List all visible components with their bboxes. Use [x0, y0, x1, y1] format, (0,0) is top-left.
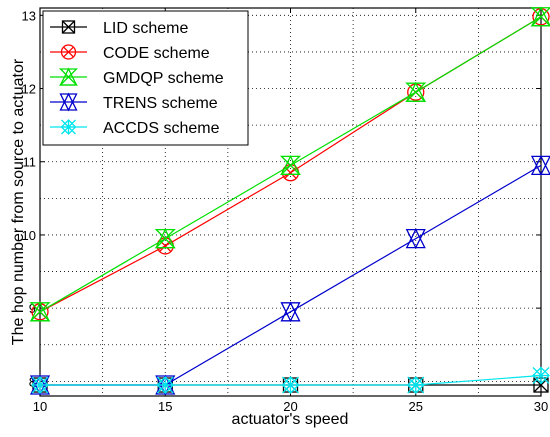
marker-bowtie — [279, 155, 302, 176]
marker-circle — [60, 44, 77, 60]
marker-triangle — [29, 301, 51, 322]
data-point-accds-scheme — [31, 376, 49, 394]
data-point-trens-scheme — [280, 301, 301, 323]
y-axis-title: The hop number from source to actuator — [10, 58, 27, 345]
legend-box — [42, 10, 249, 146]
marker-triangle — [405, 81, 426, 102]
marker-triangle — [280, 154, 301, 176]
legend-label: CODE scheme — [103, 45, 210, 62]
y-tick-label: 10 — [22, 228, 36, 243]
x-tick-label: 15 — [158, 399, 172, 414]
legend-item-accds-scheme: ACCDS scheme — [50, 119, 220, 137]
marker-hourglass — [280, 301, 301, 323]
legend: LID scheme CODE scheme GMDQP scheme TRENS s… — [42, 10, 249, 146]
legend-label: LID scheme — [103, 20, 188, 37]
marker-hourglass — [405, 228, 426, 250]
marker-triangle — [155, 228, 176, 249]
legend-item-lid-scheme: LID scheme — [50, 20, 188, 37]
marker-asterisk — [156, 376, 174, 394]
marker-diamond — [281, 376, 300, 394]
marker-diamond — [31, 376, 49, 394]
marker-triangle — [530, 6, 550, 27]
data-point-gmdqp-scheme — [530, 6, 550, 27]
data-point-trens-scheme — [405, 228, 426, 250]
data-point-accds-scheme — [281, 376, 300, 394]
data-point-accds-scheme — [156, 376, 175, 394]
marker-hourglass — [59, 92, 78, 112]
x-axis-title: actuator's speed — [232, 411, 349, 428]
marker-diamond — [532, 366, 550, 385]
legend-label: TRENS scheme — [103, 95, 218, 112]
series-gmdqp-scheme — [29, 6, 550, 322]
marker-cross — [62, 20, 75, 34]
marker-diamond — [156, 376, 175, 394]
x-tick-label: 10 — [33, 399, 47, 414]
x-tick-label: 30 — [534, 399, 548, 414]
x-tick-label: 20 — [283, 399, 297, 414]
marker-asterisk — [532, 367, 550, 384]
y-tick-label: 12 — [22, 82, 36, 97]
data-point-gmdqp-scheme — [405, 81, 427, 102]
legend-item-gmdqp-scheme: GMDQP scheme — [50, 67, 224, 87]
marker-hourglass — [530, 154, 550, 176]
marker-asterisk — [31, 376, 49, 394]
series-accds-scheme — [31, 366, 550, 394]
data-point-trens-scheme — [530, 154, 550, 176]
data-point-accds-scheme — [532, 366, 550, 385]
y-tick-label: 11 — [23, 155, 37, 170]
marker-asterisk — [61, 119, 76, 135]
marker-triangle — [59, 67, 78, 86]
data-point-gmdqp-scheme — [29, 301, 51, 322]
legend-label: ACCDS scheme — [103, 120, 220, 137]
x-tick-label: 25 — [409, 399, 423, 414]
legend-item-code-scheme: CODE scheme — [50, 44, 210, 62]
data-point-gmdqp-scheme — [154, 228, 176, 249]
marker-square — [61, 20, 76, 34]
data-point-accds-scheme — [406, 376, 425, 394]
marker-asterisk — [282, 376, 299, 394]
series-layer — [29, 6, 550, 396]
legend-item-trens-scheme: TRENS scheme — [50, 92, 218, 112]
marker-asterisk — [407, 376, 425, 394]
marker-diamond — [406, 376, 425, 394]
marker-bowtie — [405, 82, 427, 102]
y-tick-label: 13 — [22, 8, 36, 23]
data-point-gmdqp-scheme — [279, 154, 302, 176]
marker-cross — [63, 46, 74, 58]
legend-label: GMDQP scheme — [103, 70, 224, 87]
